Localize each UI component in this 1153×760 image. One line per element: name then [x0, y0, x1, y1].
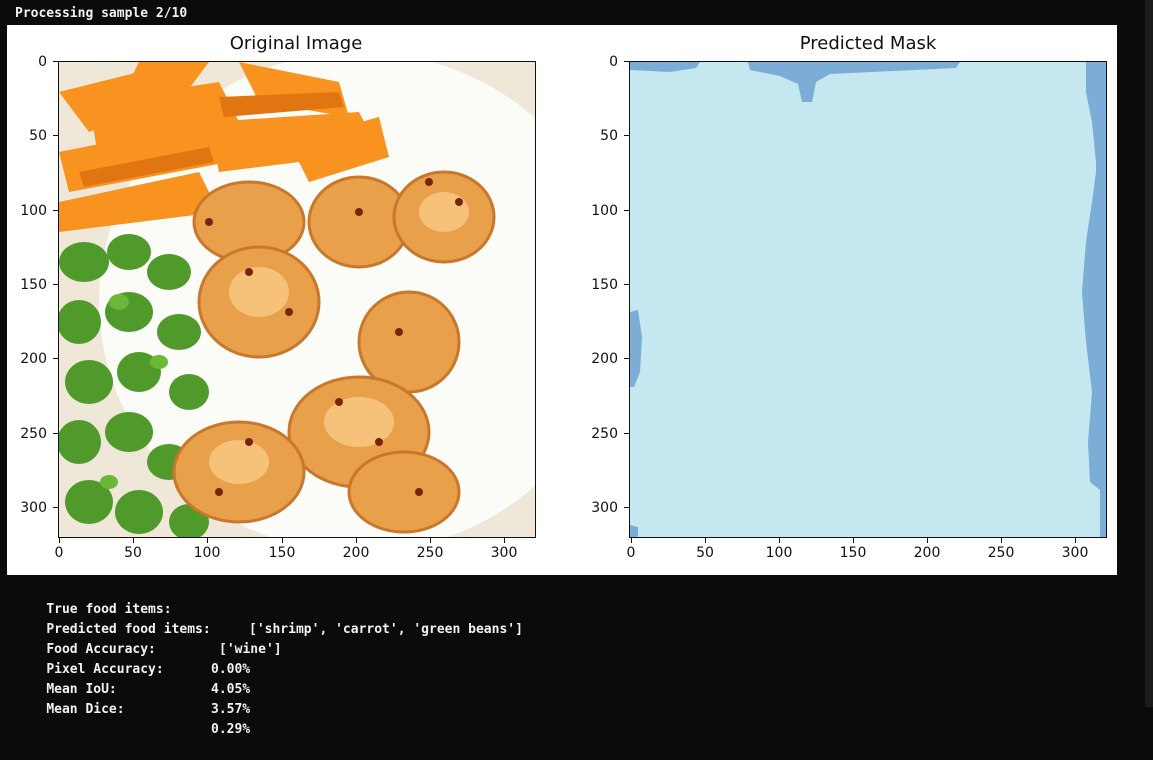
left-ytick-label: 150 [20, 277, 47, 293]
left-xtick-label: 50 [124, 545, 142, 561]
right-ytick-mark [624, 284, 629, 285]
left-xtick-mark [133, 538, 134, 543]
right-xtick-mark [853, 538, 854, 543]
left-ytick-mark [53, 61, 58, 62]
right-xtick-mark [1075, 538, 1076, 543]
left-axes-title: Original Image [229, 33, 363, 54]
right-ytick-mark [624, 358, 629, 359]
right-ytick-label: 50 [600, 128, 618, 144]
right-xtick-label: 300 [1061, 545, 1089, 561]
food-accuracy-row: Food Accuracy: 0.00% [15, 620, 250, 677]
right-ytick-label: 150 [591, 277, 618, 293]
left-xtick-mark [59, 538, 60, 543]
left-xtick-label: 100 [193, 545, 221, 561]
mean-dice-row: Mean Dice: 0.29% [15, 680, 250, 737]
food-accuracy-label: Food Accuracy: [46, 642, 156, 657]
right-ytick-label: 100 [591, 203, 618, 219]
left-ytick-mark [53, 284, 58, 285]
mean-dice-label: Mean Dice: [46, 702, 125, 717]
matplotlib-figure: Original Image [7, 25, 1117, 575]
mean-dice-value: 0.29% [211, 722, 251, 737]
left-ytick-mark [53, 210, 58, 211]
right-ytick-label: 300 [591, 500, 618, 516]
right-xtick-label: 50 [696, 545, 714, 561]
right-xtick-mark [779, 538, 780, 543]
metrics-summary: True food items: ['shrimp', 'carrot', 'g… [15, 580, 523, 737]
right-xtick-mark [631, 538, 632, 543]
left-ytick-mark [53, 358, 58, 359]
left-xtick-mark [207, 538, 208, 543]
pred-items-label: Predicted food items: [46, 622, 211, 637]
right-xtick-mark [705, 538, 706, 543]
right-ytick-label: 0 [609, 54, 618, 70]
left-xtick-label: 0 [54, 545, 64, 561]
processing-status: Processing sample 2/10 [15, 6, 188, 21]
pred-items-value: ['wine'] [219, 642, 282, 657]
right-xtick-label: 0 [626, 545, 636, 561]
mean-iou-value: 3.57% [211, 702, 251, 717]
left-ytick-label: 250 [20, 426, 47, 442]
left-ytick-mark [53, 135, 58, 136]
left-ytick-label: 200 [20, 351, 47, 367]
pred-items-row: Predicted food items: ['wine'] [15, 600, 281, 657]
left-ytick-mark [53, 507, 58, 508]
right-ytick-label: 250 [591, 426, 618, 442]
left-ytick-label: 300 [20, 500, 47, 516]
mean-iou-label: Mean IoU: [46, 682, 117, 697]
right-ytick-mark [624, 507, 629, 508]
left-ytick-label: 100 [20, 203, 47, 219]
right-ytick-mark [624, 433, 629, 434]
left-xtick-mark [356, 538, 357, 543]
predicted-mask-axes [629, 61, 1107, 538]
right-xtick-label: 250 [987, 545, 1015, 561]
left-ytick-label: 50 [29, 128, 47, 144]
food-photo-image [59, 62, 535, 537]
left-ytick-label: 0 [38, 54, 47, 70]
true-items-label: True food items: [46, 602, 172, 617]
true-items-value: ['shrimp', 'carrot', 'green beans'] [249, 622, 523, 637]
predicted-mask-image [630, 62, 1106, 537]
pixel-accuracy-value: 4.05% [211, 682, 251, 697]
mean-iou-row: Mean IoU: 3.57% [15, 660, 250, 717]
left-xtick-label: 200 [342, 545, 370, 561]
right-ytick-label: 200 [591, 351, 618, 367]
left-xtick-mark [430, 538, 431, 543]
left-xtick-label: 250 [416, 545, 444, 561]
food-accuracy-value: 0.00% [211, 662, 251, 677]
true-items-row: True food items: ['shrimp', 'carrot', 'g… [15, 580, 523, 637]
pixel-accuracy-row: Pixel Accuracy: 4.05% [15, 640, 250, 697]
left-xtick-mark [282, 538, 283, 543]
right-ytick-mark [624, 61, 629, 62]
left-xtick-label: 150 [268, 545, 296, 561]
left-xtick-mark [504, 538, 505, 543]
right-xtick-mark [1001, 538, 1002, 543]
right-ytick-mark [624, 210, 629, 211]
right-xtick-mark [927, 538, 928, 543]
pixel-accuracy-label: Pixel Accuracy: [46, 662, 164, 677]
right-xtick-label: 150 [839, 545, 867, 561]
left-xtick-label: 300 [490, 545, 518, 561]
right-ytick-mark [624, 135, 629, 136]
original-image-axes [58, 61, 536, 538]
right-xtick-label: 200 [913, 545, 941, 561]
output-scrollbar[interactable] [1145, 0, 1153, 707]
right-axes-title: Predicted Mask [799, 33, 937, 54]
right-xtick-label: 100 [765, 545, 793, 561]
left-ytick-mark [53, 433, 58, 434]
